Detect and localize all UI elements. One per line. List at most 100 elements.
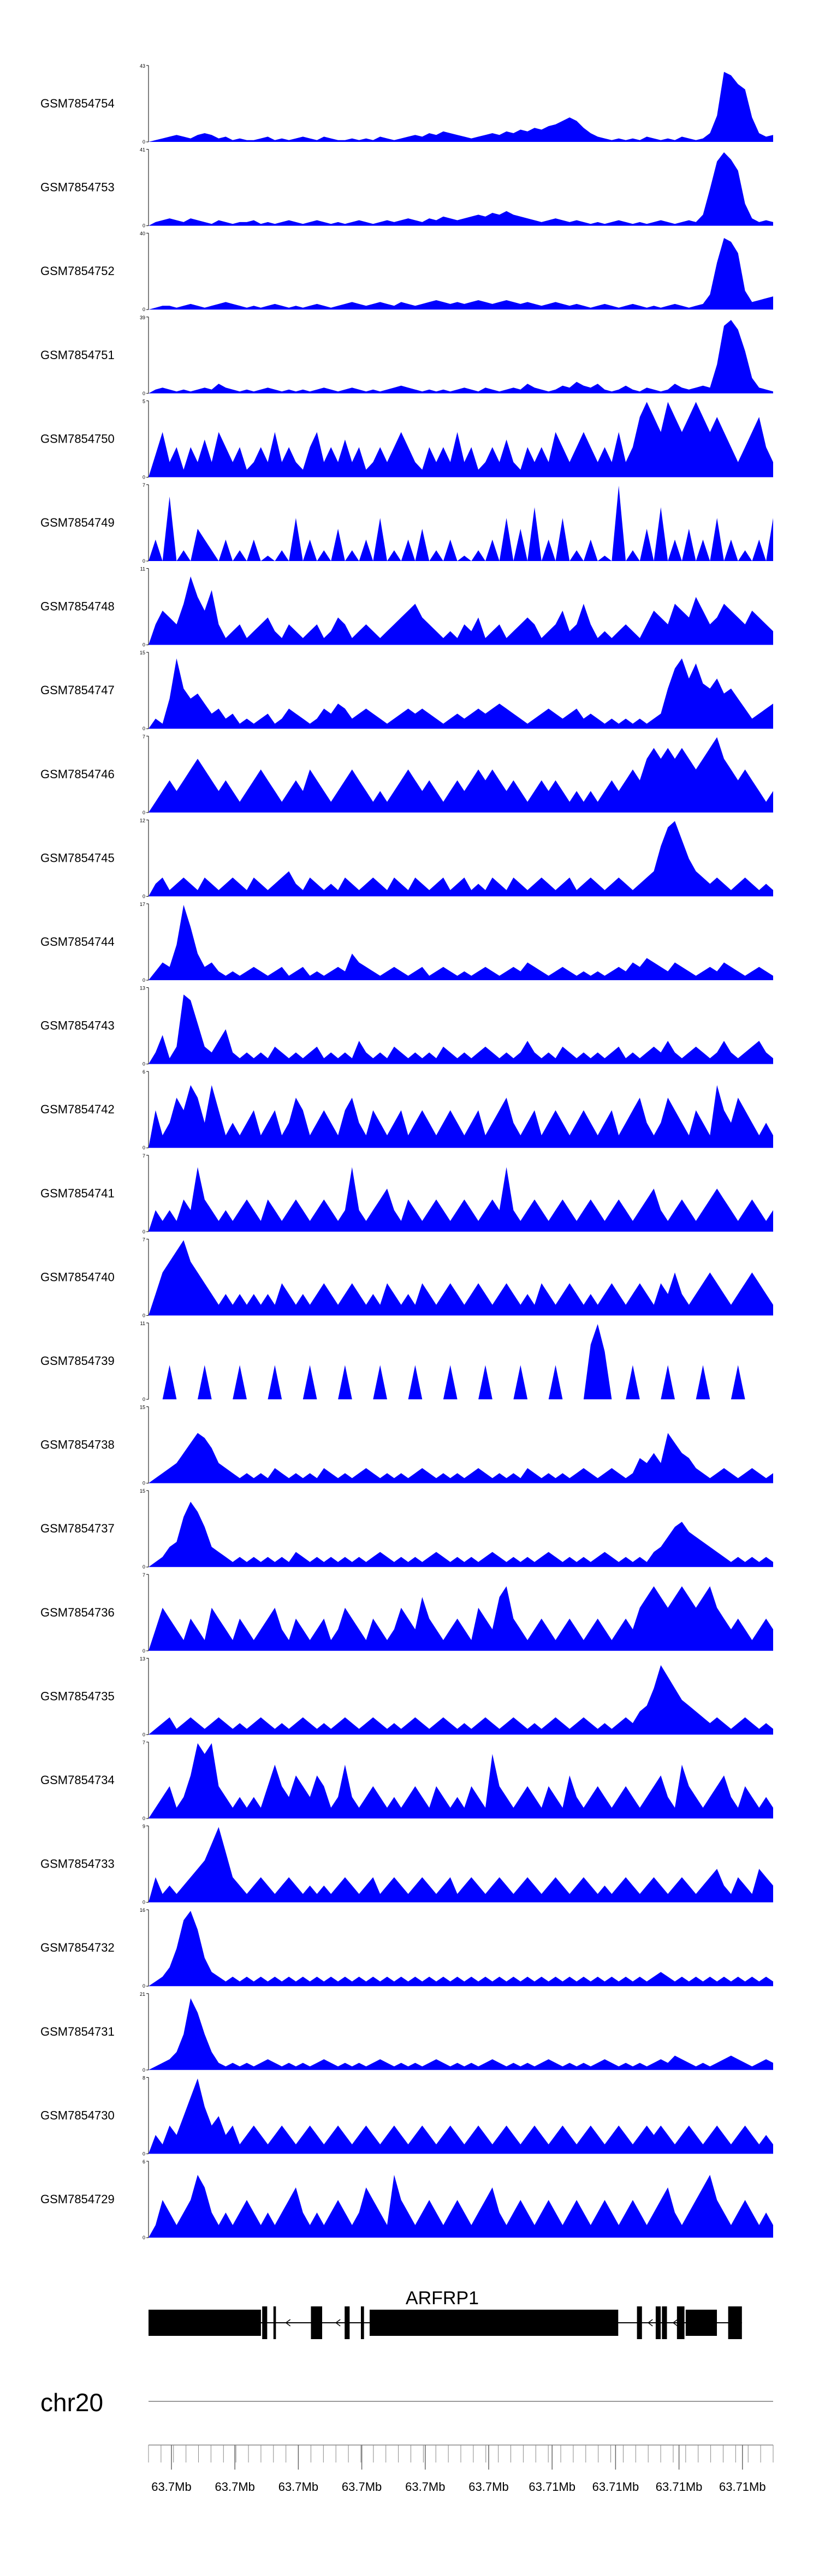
- y-min-label: 0: [143, 1648, 145, 1654]
- sample-label: GSM7854750: [40, 432, 115, 445]
- exon-block: [676, 2306, 685, 2339]
- coverage-track: GSM7854730 8 0: [40, 2075, 773, 2156]
- y-max-label: 7: [143, 734, 145, 740]
- y-min-label: 0: [143, 2235, 145, 2240]
- sample-label: GSM7854741: [40, 1186, 115, 1200]
- exon-block: [262, 2306, 268, 2339]
- y-max-label: 5: [143, 398, 145, 404]
- axis-tick-label: 63.7Mb: [215, 2480, 255, 2494]
- y-max-label: 15: [140, 1488, 145, 1494]
- coverage-area: [149, 1998, 773, 2070]
- sample-label: GSM7854747: [40, 683, 115, 697]
- coverage-area: [149, 821, 773, 897]
- axis-tick-label: 63.7Mb: [342, 2480, 382, 2494]
- strand-arrow: [672, 2319, 678, 2327]
- y-min-label: 0: [143, 1816, 145, 1821]
- coverage-area: [149, 576, 773, 645]
- y-min-label: 0: [143, 1732, 145, 1737]
- coverage-track: GSM7854737 15 0: [40, 1488, 773, 1570]
- sample-label: GSM7854737: [40, 1522, 115, 1535]
- sample-label: GSM7854753: [40, 181, 115, 194]
- exon-block: [149, 2310, 261, 2336]
- y-min-label: 0: [143, 2067, 145, 2073]
- coverage-track: GSM7854741 7 0: [40, 1153, 773, 1235]
- coverage-area: [149, 994, 773, 1064]
- exon-block: [369, 2310, 619, 2336]
- y-max-label: 12: [140, 818, 145, 823]
- exon-block: [662, 2306, 667, 2339]
- sample-label: GSM7854736: [40, 1606, 115, 1619]
- y-min-label: 0: [143, 474, 145, 480]
- y-min-label: 0: [143, 1062, 145, 1067]
- strand-arrow: [285, 2319, 291, 2327]
- y-min-label: 0: [143, 977, 145, 983]
- y-min-label: 0: [143, 1229, 145, 1235]
- coverage-area: [149, 1665, 773, 1735]
- coverage-track: GSM7854731 21 0: [40, 1991, 773, 2073]
- coverage-track: GSM7854742 6 0: [40, 1069, 773, 1150]
- y-max-label: 43: [140, 63, 145, 69]
- coverage-track: GSM7854739 11 0: [40, 1321, 773, 1402]
- y-max-label: 6: [143, 1069, 145, 1075]
- coverage-track: GSM7854745 12 0: [40, 818, 773, 899]
- coverage-track: GSM7854744 17 0: [40, 902, 773, 983]
- sample-label: GSM7854731: [40, 2025, 115, 2038]
- sample-label: GSM7854735: [40, 1689, 115, 1703]
- sample-label: GSM7854745: [40, 851, 115, 864]
- axis-tick-label: 63.71Mb: [719, 2480, 766, 2494]
- axis-tick-label: 63.71Mb: [529, 2480, 575, 2494]
- coverage-area: [149, 1167, 773, 1232]
- coverage-area: [149, 905, 773, 980]
- strand-arrow: [647, 2319, 653, 2327]
- y-min-label: 0: [143, 893, 145, 899]
- coverage-track: GSM7854735 13 0: [40, 1656, 773, 1737]
- strand-arrow: [335, 2319, 341, 2327]
- coverage-area: [149, 1240, 773, 1316]
- y-max-label: 11: [140, 567, 145, 572]
- y-max-label: 21: [140, 1991, 145, 1997]
- y-min-label: 0: [143, 1397, 145, 1402]
- sample-label: GSM7854752: [40, 264, 115, 278]
- gene-model-track: ARFRP1: [149, 2288, 742, 2339]
- coverage-area: [149, 1586, 773, 1651]
- y-max-label: 15: [140, 1405, 145, 1410]
- sample-label: GSM7854746: [40, 767, 115, 781]
- coverage-area: [149, 238, 773, 310]
- coverage-track: GSM7854736 7 0: [40, 1572, 773, 1654]
- coverage-track: GSM7854738 15 0: [40, 1405, 773, 1486]
- axis-tick-label: 63.7Mb: [468, 2480, 508, 2494]
- y-min-label: 0: [143, 307, 145, 312]
- coverage-area: [149, 658, 773, 729]
- exon-block: [685, 2310, 717, 2336]
- y-max-label: 7: [143, 1572, 145, 1578]
- sample-label: GSM7854740: [40, 1270, 115, 1284]
- coverage-area: [149, 1827, 773, 1903]
- coverage-track: GSM7854747 15 0: [40, 650, 773, 731]
- exon-block: [728, 2306, 742, 2339]
- coverage-area: [149, 152, 773, 226]
- sample-label: GSM7854738: [40, 1438, 115, 1452]
- exon-block: [360, 2306, 364, 2339]
- coverage-track: GSM7854734 7 0: [40, 1740, 773, 1821]
- coverage-area: [149, 320, 773, 393]
- coverage-track: GSM7854754 43 0: [40, 63, 773, 145]
- coverage-track: GSM7854752 40 0: [40, 231, 773, 312]
- y-max-label: 13: [140, 986, 145, 991]
- y-min-label: 0: [143, 810, 145, 815]
- sample-label: GSM7854730: [40, 2108, 115, 2122]
- exon-block: [655, 2306, 661, 2339]
- exon-block: [273, 2306, 276, 2339]
- sample-label: GSM7854749: [40, 516, 115, 529]
- coverage-track: GSM7854733 9 0: [40, 1824, 773, 1905]
- y-max-label: 8: [143, 2075, 145, 2080]
- coverage-area: [149, 2078, 773, 2154]
- y-min-label: 0: [143, 642, 145, 648]
- coverage-area: [149, 1743, 773, 1818]
- y-max-label: 41: [140, 147, 145, 153]
- y-max-label: 39: [140, 315, 145, 320]
- exon-block: [637, 2306, 642, 2339]
- y-max-label: 13: [140, 1656, 145, 1661]
- y-max-label: 40: [140, 231, 145, 236]
- y-min-label: 0: [143, 1313, 145, 1318]
